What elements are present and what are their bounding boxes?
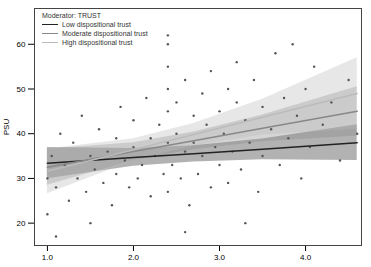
svg-text:30: 30: [17, 174, 26, 183]
svg-text:20: 20: [17, 219, 26, 228]
svg-text:PSU: PSU: [2, 119, 11, 136]
html-text:High dispositional trust: High dispositional trust: [62, 39, 133, 46]
svg-text:50: 50: [17, 85, 26, 94]
svg-text:3.0: 3.0: [214, 253, 226, 262]
html-text:Low dispositional trust: Low dispositional trust: [62, 21, 131, 28]
svg-text:2.0: 2.0: [128, 253, 140, 262]
svg-text:4.0: 4.0: [300, 253, 312, 262]
svg-text:60: 60: [17, 40, 26, 49]
html-text:Moderate dispositional trust: Moderate dispositional trust: [62, 30, 148, 37]
svg-text:1.0: 1.0: [42, 253, 54, 262]
svg-text:40: 40: [17, 129, 26, 138]
html-text:Moderator: TRUST: Moderator: TRUST: [42, 12, 101, 19]
